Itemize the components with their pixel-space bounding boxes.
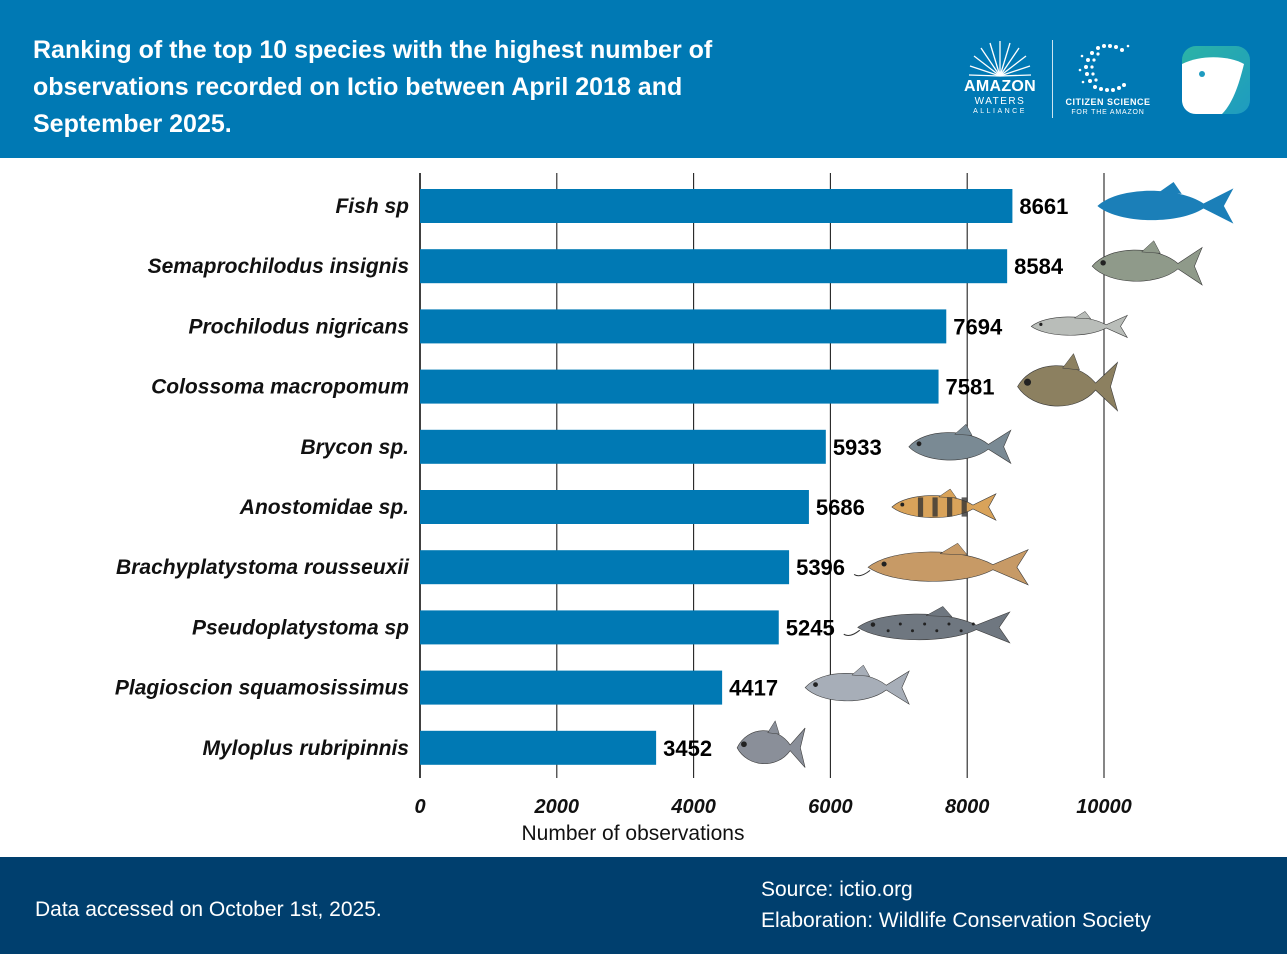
bar — [420, 429, 826, 464]
plagioscion-fish-icon — [804, 664, 910, 705]
header-banner: Ranking of the top 10 species with the h… — [0, 0, 1287, 158]
citizen-science-c-icon — [1078, 44, 1130, 92]
source-note: Source: ictio.org — [761, 878, 913, 901]
value-label: 4417 — [729, 676, 778, 701]
category-label: Myloplus rubripinnis — [202, 737, 409, 760]
anostomidae-fish-icon — [891, 488, 997, 521]
bar — [420, 309, 947, 344]
bar — [420, 670, 723, 705]
brachyplatystoma-catfish-icon — [853, 542, 1029, 586]
value-label: 8584 — [1014, 254, 1064, 279]
value-label: 5396 — [796, 555, 845, 580]
bar-chart: 8661 8584 7694 7581 5933 5686 5396 5245 4417 3452… — [115, 173, 1234, 845]
value-label: 5933 — [833, 435, 882, 460]
x-tick-label: 8000 — [945, 796, 990, 818]
bar — [420, 249, 1008, 284]
value-label: 7581 — [946, 375, 995, 400]
data-accessed-note: Data accessed on October 1st, 2025. — [35, 898, 382, 921]
bar — [420, 550, 790, 585]
category-label: Pseudoplatystoma sp — [192, 616, 409, 639]
value-label: 5686 — [816, 495, 865, 520]
citizen-science-text: CITIZEN SCIENCE — [1065, 97, 1151, 107]
bars — [420, 189, 1013, 765]
category-label: Plagioscion squamosissimus — [115, 677, 409, 700]
colossoma-fish-icon — [1017, 353, 1119, 412]
fish-images — [736, 182, 1234, 768]
chart-title: Ranking of the top 10 species with the h… — [33, 36, 713, 138]
category-label: Anostomidae sp. — [239, 496, 409, 519]
category-label: Fish sp — [335, 195, 409, 218]
x-tick-label: 6000 — [808, 796, 853, 818]
for-the-amazon-text: FOR THE AMAZON — [1071, 109, 1145, 116]
x-tick-label: 0 — [414, 796, 425, 818]
footer-banner — [0, 857, 1287, 954]
category-label: Brycon sp. — [300, 436, 409, 459]
prochilodus-fish-icon — [1030, 311, 1129, 339]
alliance-logo-text: ALLIANCE — [973, 108, 1027, 115]
x-tick-label: 2000 — [534, 796, 580, 818]
elaboration-note: Elaboration: Wildlife Conservation Socie… — [761, 909, 1151, 932]
value-label: 5245 — [786, 615, 835, 640]
x-tick-label: 10000 — [1076, 796, 1132, 818]
value-label: 3452 — [663, 736, 712, 761]
value-label: 8661 — [1019, 194, 1068, 219]
category-label: Colossoma macropomum — [151, 376, 409, 399]
bar — [420, 189, 1013, 223]
category-labels: Fish sp Semaprochilodus insignis Prochilod… — [115, 195, 410, 760]
bar — [420, 369, 939, 404]
semaprochilodus-fish-icon — [1091, 240, 1203, 286]
generic-fish-silhouette-icon — [1097, 182, 1234, 224]
bar — [420, 730, 657, 765]
amazon-logo-text: AMAZON — [963, 78, 1036, 95]
category-label: Prochilodus nigricans — [188, 315, 409, 338]
amazon-waters-logo: AMAZON WATERS ALLIANCE — [950, 38, 1050, 122]
value-labels: 8661 8584 7694 7581 5933 5686 5396 5245 4417 3452 — [663, 194, 1068, 761]
bar — [420, 610, 779, 645]
ictio-fish-app-icon — [1182, 46, 1250, 114]
x-tick-labels: 0 2000 4000 6000 8000 10000 — [414, 796, 1131, 818]
category-label: Semaprochilodus insignis — [148, 255, 409, 278]
sunburst-icon — [968, 41, 1032, 77]
x-axis-title: Number of observations — [522, 822, 745, 845]
waters-logo-text: WATERS — [974, 96, 1026, 107]
myloplus-fish-icon — [736, 720, 806, 768]
logo-divider — [1052, 40, 1053, 118]
bar — [420, 490, 809, 524]
pseudoplatystoma-catfish-icon — [843, 606, 1011, 644]
x-tick-label: 4000 — [670, 796, 716, 818]
category-label: Brachyplatystoma rousseuxii — [116, 556, 410, 579]
citizen-science-logo: CITIZEN SCIENCE FOR THE AMAZON — [1058, 40, 1158, 120]
value-label: 7694 — [953, 314, 1003, 339]
brycon-fish-icon — [908, 423, 1012, 465]
